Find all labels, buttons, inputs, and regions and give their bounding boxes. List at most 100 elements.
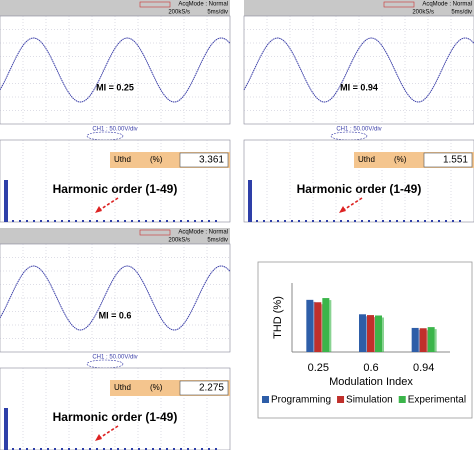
legend-swatch bbox=[337, 396, 345, 403]
uthd-value: 1.551 bbox=[443, 155, 468, 166]
arrow bbox=[97, 425, 119, 440]
y-axis-label: THD (%) bbox=[272, 296, 284, 339]
bar bbox=[411, 327, 419, 352]
acq-mode: AcqMode : Normal bbox=[178, 230, 228, 236]
spectrum-bar bbox=[82, 220, 84, 222]
waveform bbox=[243, 37, 474, 103]
spectrum-bar bbox=[19, 220, 21, 222]
spectrum-bar bbox=[333, 220, 335, 222]
spectrum-bar bbox=[12, 448, 14, 450]
mi-label: MI = 0.94 bbox=[340, 82, 378, 92]
spectrum-bar bbox=[291, 220, 293, 222]
harmonic-label: Harmonic order (1-49) bbox=[53, 410, 178, 424]
spectrum-bar bbox=[96, 448, 98, 450]
spectrum-bar bbox=[40, 448, 42, 450]
spectrum-bar bbox=[361, 220, 363, 222]
uthd-value-box bbox=[179, 152, 229, 168]
harmonic-label: Harmonic order (1-49) bbox=[297, 182, 422, 196]
arrow-head bbox=[95, 434, 102, 441]
sample-rate: 200kS/s bbox=[168, 238, 190, 244]
acq-mode: AcqMode : Normal bbox=[178, 2, 228, 8]
harmonic-label: Harmonic order (1-49) bbox=[53, 182, 178, 196]
spectrum-bar bbox=[194, 220, 196, 222]
spectrum-bar bbox=[138, 220, 140, 222]
spectrum-bar bbox=[187, 448, 189, 450]
arrow-head bbox=[95, 206, 102, 213]
scope-panel: AcqMode : Normal 200kS/s 5ms/div MI = 0.94 C… bbox=[243, 0, 474, 223]
arrow-head bbox=[339, 206, 346, 213]
scope-tag bbox=[139, 1, 171, 8]
uthd-label: Uthd bbox=[358, 155, 375, 164]
spectrum-bar bbox=[284, 220, 286, 222]
spectrum-bar bbox=[166, 220, 168, 222]
channel-ellipse bbox=[86, 359, 124, 369]
spectrum-bar bbox=[145, 220, 147, 222]
uthd-value-box bbox=[423, 152, 473, 168]
spectrum-bar bbox=[89, 448, 91, 450]
spectrum-bar bbox=[54, 448, 56, 450]
legend-label: Programming bbox=[271, 395, 331, 406]
spectrum-bar bbox=[173, 448, 175, 450]
spectrum-bar bbox=[131, 448, 133, 450]
spectrum-bar bbox=[368, 220, 370, 222]
spectrum-bar bbox=[4, 180, 8, 222]
sample-rate: 200kS/s bbox=[412, 10, 434, 16]
uthd-value-box bbox=[179, 380, 229, 396]
bar bbox=[359, 314, 366, 352]
bar-side bbox=[382, 317, 384, 352]
x-tick-label: 0.94 bbox=[413, 362, 434, 374]
channel-ellipse bbox=[330, 131, 368, 141]
scope-header bbox=[244, 0, 474, 16]
uthd-label: Uthd bbox=[114, 383, 131, 392]
spectrum-bar bbox=[152, 220, 154, 222]
spectrum-bar bbox=[152, 448, 154, 450]
spectrum-bar bbox=[194, 448, 196, 450]
arrow bbox=[97, 197, 119, 212]
spectrum-bar bbox=[131, 220, 133, 222]
spectrum-bar bbox=[33, 220, 35, 222]
spectrum-bar bbox=[354, 220, 356, 222]
channel-label: CH1 : 50.00V/div bbox=[336, 127, 381, 133]
spectrum-bar bbox=[187, 220, 189, 222]
bar-side bbox=[434, 329, 437, 352]
spectrum-bar bbox=[201, 220, 203, 222]
legend-swatch bbox=[262, 396, 269, 403]
bar bbox=[322, 298, 330, 352]
spectrum-bar bbox=[26, 448, 28, 450]
spectrum-bar bbox=[270, 220, 272, 222]
spectrum-bar bbox=[248, 180, 252, 222]
spectrum-bar bbox=[347, 220, 349, 222]
uthd-value: 2.275 bbox=[199, 383, 224, 394]
spectrum-bar bbox=[340, 220, 342, 222]
spectrum-bar bbox=[431, 220, 433, 222]
spectrum-bar bbox=[117, 220, 119, 222]
spectrum-bar bbox=[61, 220, 63, 222]
spectrum-bar bbox=[159, 448, 161, 450]
bar bbox=[375, 315, 382, 352]
acq-mode: AcqMode : Normal bbox=[422, 2, 472, 8]
uthd-unit: (%) bbox=[150, 383, 163, 392]
spectrum-bar bbox=[389, 220, 391, 222]
spectrum-bar bbox=[96, 220, 98, 222]
spectrum-bar bbox=[298, 220, 300, 222]
spectrum-bar bbox=[396, 220, 398, 222]
timebase: 5ms/div bbox=[207, 238, 228, 244]
spectrum-bar bbox=[47, 448, 49, 450]
spectrum-bar bbox=[124, 220, 126, 222]
spectrum-bar bbox=[180, 448, 182, 450]
spectrum-bar bbox=[208, 220, 210, 222]
scope-header bbox=[0, 0, 230, 16]
spectrum-bar bbox=[445, 220, 447, 222]
spectrum-bar bbox=[305, 220, 307, 222]
spectrum-bar bbox=[82, 448, 84, 450]
waveform bbox=[0, 265, 231, 331]
spectrum-bar bbox=[375, 220, 377, 222]
spectrum-bar bbox=[256, 220, 258, 222]
spectrum-bar bbox=[215, 448, 217, 450]
spectrum-bar bbox=[263, 220, 265, 222]
scope-panel: AcqMode : Normal 200kS/s 5ms/div MI = 0.25 C… bbox=[0, 0, 231, 223]
spectrum-bar bbox=[424, 220, 426, 222]
spectrum-bar bbox=[61, 448, 63, 450]
bar-side bbox=[329, 300, 332, 352]
